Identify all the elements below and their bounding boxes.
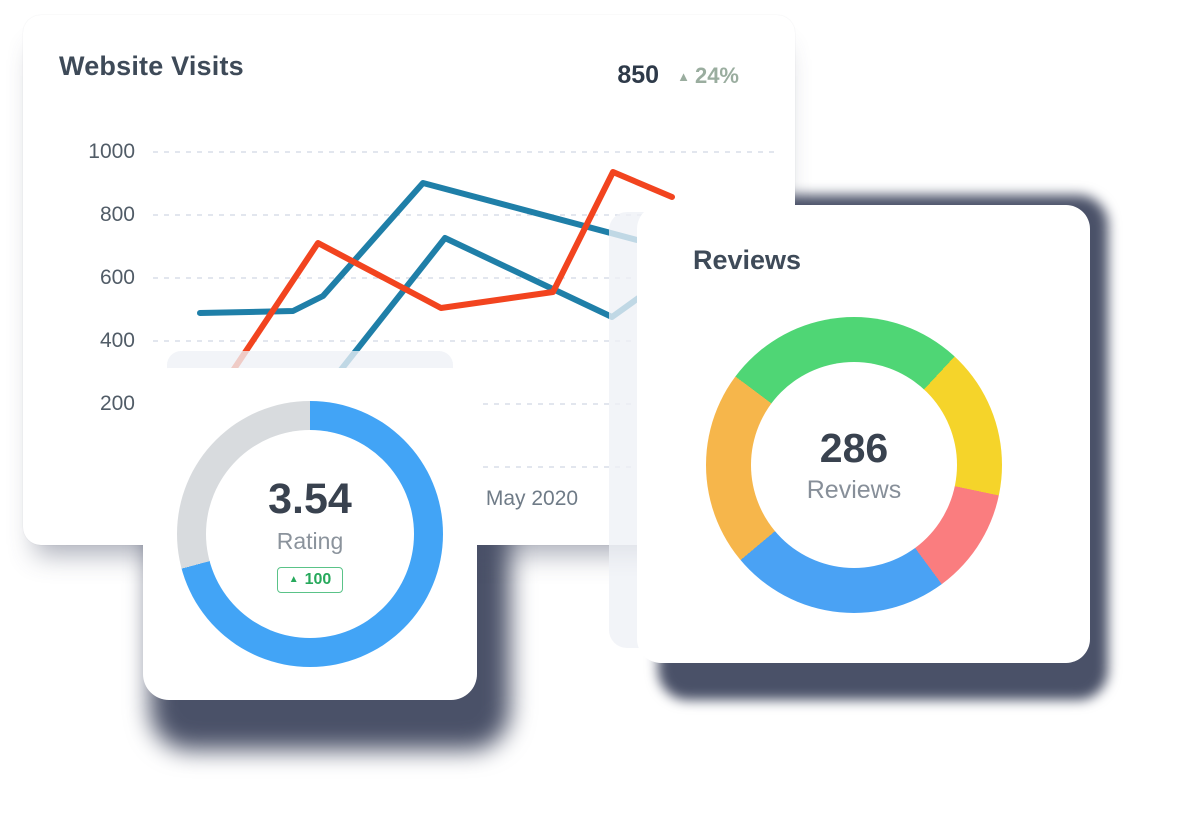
rating-card: 3.54 Rating ▲ 100 — [143, 368, 477, 700]
website-visits-title: Website Visits — [59, 51, 244, 81]
rating-value: 3.54 — [268, 475, 352, 523]
rating-label: Rating — [276, 528, 344, 554]
rating-delta-badge: ▲ 100 — [276, 567, 344, 593]
x-axis-label: May 2020 — [485, 487, 579, 510]
reviews-card: Reviews 286 Reviews — [637, 205, 1090, 663]
rating-donut-center: 3.54 Rating ▲ 100 — [206, 430, 414, 638]
up-triangle-icon: ▲ — [677, 69, 690, 84]
y-axis-tick: 600 — [99, 266, 135, 289]
rating-delta-value: 100 — [304, 571, 332, 588]
blue-series-a-line — [197, 180, 640, 316]
y-axis-tick: 1000 — [88, 140, 135, 163]
y-axis-tick: 400 — [99, 329, 135, 352]
visits-stat-delta: ▲ 24% — [677, 63, 739, 89]
visits-stat-delta-value: 24% — [694, 62, 739, 88]
reviews-card-title: Reviews — [693, 245, 802, 275]
reviews-donut-chart: 286 Reviews — [706, 317, 1002, 613]
red-series-line — [219, 169, 675, 390]
visits-stat-value: 850 — [617, 61, 660, 89]
reviews-donut-center: 286 Reviews — [751, 362, 957, 568]
rating-donut-chart: 3.54 Rating ▲ 100 — [177, 401, 443, 667]
y-axis-tick: 800 — [99, 203, 135, 226]
y-axis-tick: 200 — [99, 392, 135, 415]
up-triangle-icon: ▲ — [288, 574, 299, 585]
reviews-center-label: Reviews — [806, 476, 902, 504]
reviews-total: 286 — [819, 425, 889, 471]
visits-stat: 850 ▲ 24% — [617, 61, 739, 90]
